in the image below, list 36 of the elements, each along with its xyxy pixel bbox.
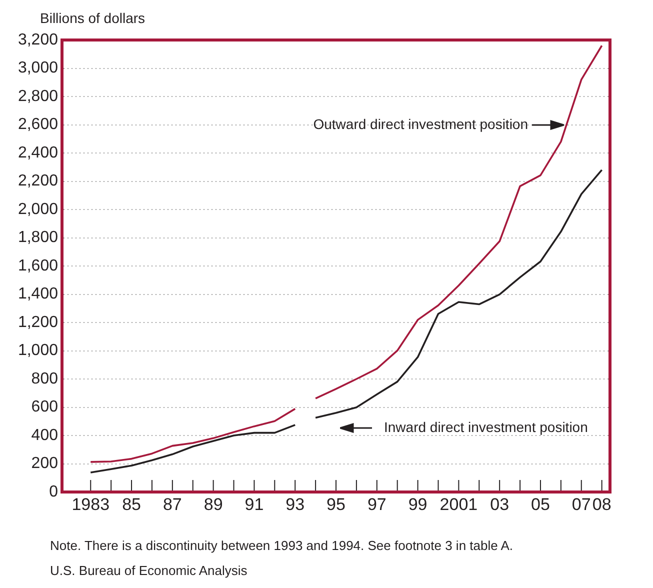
y-tick-label: 1,000 [18,342,58,360]
x-tick-label: 99 [408,494,428,514]
annotation: Inward direct investment position [384,419,588,435]
annotation: Outward direct investment position [313,116,528,132]
x-tick-label: 05 [531,494,550,514]
x-tick-label: 1983 [72,494,110,514]
y-tick-label: 800 [31,370,58,388]
x-tick-label: 08 [592,494,612,514]
y-tick-label: 200 [31,455,58,472]
x-tick-label: 87 [162,494,182,514]
x-tick-label: 89 [204,494,223,514]
text: Note. There is a discontinuity between 1993 and 1994. See footnote 3 in table A. [50,538,514,553]
y-tick-label: 3,000 [18,60,58,77]
x-tick-label: 95 [326,494,346,514]
y-axis-title: Billions of dollars [40,10,146,26]
y-tick-label: 1,600 [18,257,58,274]
y-tick-label: 2,000 [18,200,58,218]
x-tick-label: 85 [122,494,141,514]
text: U.S. Bureau of Economic Analysis [50,563,248,578]
y-tick-label: 2,600 [18,116,58,134]
y-tick-label: 400 [31,426,58,444]
x-tick-label: 03 [490,494,510,514]
x-tick-label: 91 [244,494,264,514]
y-tick-label: 2,400 [18,144,58,162]
y-tick-label: 600 [31,398,58,416]
x-tick-label: 93 [286,494,305,514]
y-tick-label: 2,200 [18,172,58,190]
y-tick-label: 1,400 [18,286,58,303]
y-tick-label: 1,200 [18,314,58,331]
x-tick-label: 2001 [440,494,478,514]
x-tick-label: 07 [572,494,591,514]
y-tick-label: 2,800 [18,88,58,105]
y-tick-label: 1,800 [18,229,58,246]
y-tick-label: 0 [49,483,58,500]
x-tick-label: 97 [367,494,386,514]
y-tick-label: 3,200 [18,31,58,48]
